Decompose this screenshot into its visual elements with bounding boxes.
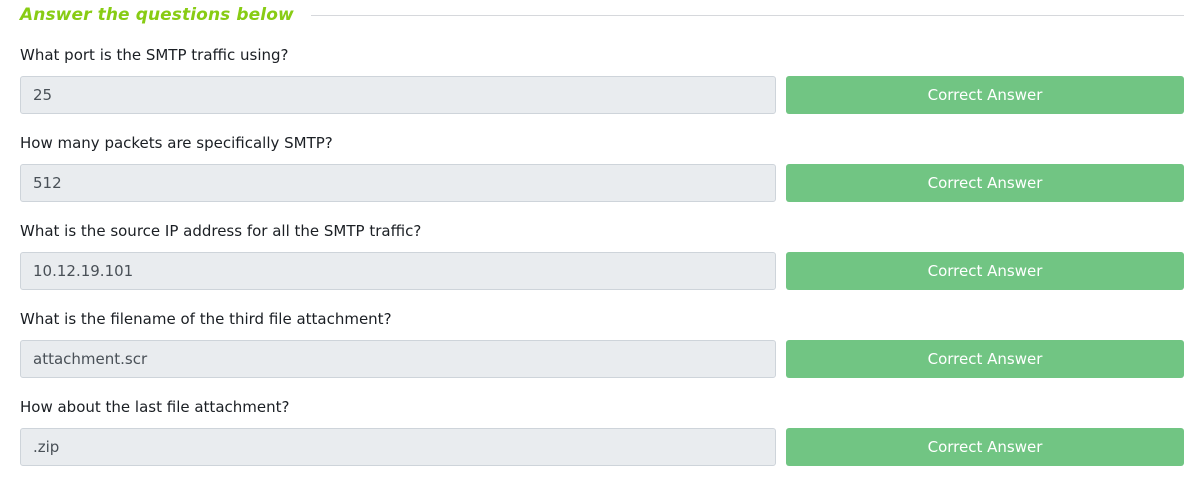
question-text: What is the source IP address for all th…: [20, 222, 422, 240]
answer-row: .zip Correct Answer: [20, 428, 1184, 466]
answer-row: 512 Correct Answer: [20, 164, 1184, 202]
header-divider: [310, 14, 1184, 16]
correct-answer-button[interactable]: Correct Answer: [786, 340, 1184, 378]
answer-field[interactable]: .zip: [20, 428, 776, 466]
correct-answer-button[interactable]: Correct Answer: [786, 76, 1184, 114]
question-text: How many packets are specifically SMTP?: [20, 134, 333, 152]
answer-field[interactable]: 25: [20, 76, 776, 114]
correct-answer-button[interactable]: Correct Answer: [786, 164, 1184, 202]
question-text: What is the filename of the third file a…: [20, 310, 392, 328]
question-text: What port is the SMTP traffic using?: [20, 46, 289, 64]
answer-row: 10.12.19.101 Correct Answer: [20, 252, 1184, 290]
correct-answer-button[interactable]: Correct Answer: [786, 428, 1184, 466]
question-block-1: What port is the SMTP traffic using? 25 …: [20, 44, 1184, 114]
answer-field[interactable]: 10.12.19.101: [20, 252, 776, 290]
question-block-4: What is the filename of the third file a…: [20, 308, 1184, 378]
question-block-5: How about the last file attachment? .zip…: [20, 396, 1184, 466]
question-block-2: How many packets are specifically SMTP? …: [20, 132, 1184, 202]
section-header: Answer the questions below: [20, 3, 1184, 27]
answer-field[interactable]: 512: [20, 164, 776, 202]
answer-field[interactable]: attachment.scr: [20, 340, 776, 378]
section-title: Answer the questions below: [20, 5, 294, 25]
correct-answer-button[interactable]: Correct Answer: [786, 252, 1184, 290]
answer-row: 25 Correct Answer: [20, 76, 1184, 114]
answer-row: attachment.scr Correct Answer: [20, 340, 1184, 378]
question-text: How about the last file attachment?: [20, 398, 290, 416]
question-block-3: What is the source IP address for all th…: [20, 220, 1184, 290]
